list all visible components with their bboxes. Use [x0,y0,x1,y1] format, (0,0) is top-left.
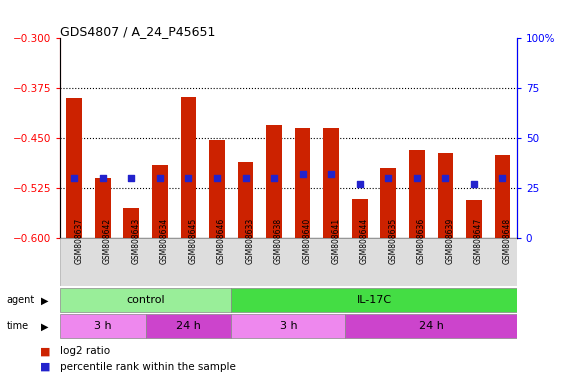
Text: ■: ■ [40,362,50,372]
Bar [437,153,453,238]
Bar [266,125,282,238]
Bar [409,150,425,238]
Text: 3 h: 3 h [94,321,111,331]
Point [298,171,307,177]
Point [241,175,250,181]
Point [98,175,107,181]
Bar [494,155,510,238]
Point [127,175,136,181]
Bar [66,98,82,238]
Point [441,175,450,181]
Bar [466,200,482,238]
Text: 3 h: 3 h [280,321,297,331]
Text: GSM808639: GSM808639 [445,217,455,263]
Bar [345,314,517,338]
Text: GSM808644: GSM808644 [360,217,369,263]
Point [70,175,79,181]
Point [498,175,507,181]
Text: ▶: ▶ [41,321,49,331]
Text: log2 ratio: log2 ratio [60,346,110,356]
Text: GSM808634: GSM808634 [160,217,169,263]
Text: time: time [7,321,29,331]
Point [184,175,193,181]
Bar [60,288,231,313]
Text: GSM808643: GSM808643 [131,217,140,263]
Bar [352,199,368,238]
Bar [295,128,311,238]
Text: GSM808645: GSM808645 [188,217,198,263]
Text: ■: ■ [40,346,50,356]
Text: 24 h: 24 h [419,321,444,331]
Text: GDS4807 / A_24_P45651: GDS4807 / A_24_P45651 [60,25,215,38]
Bar [146,314,231,338]
Text: GSM808648: GSM808648 [502,217,512,263]
Text: GSM808633: GSM808633 [246,217,255,263]
Bar [95,178,111,238]
Bar [231,314,345,338]
Text: GSM808638: GSM808638 [274,217,283,263]
Bar [123,208,139,238]
Bar [238,162,254,238]
Bar [209,140,225,238]
Bar [180,97,196,238]
Text: percentile rank within the sample: percentile rank within the sample [60,362,236,372]
Text: GSM808646: GSM808646 [217,217,226,263]
Point [155,175,164,181]
Text: GSM808640: GSM808640 [303,217,312,263]
Text: ▶: ▶ [41,295,49,305]
Text: GSM808637: GSM808637 [74,217,83,263]
Text: agent: agent [7,295,35,305]
Text: 24 h: 24 h [176,321,201,331]
Point [412,175,421,181]
Point [327,171,336,177]
Point [469,181,478,187]
Text: GSM808636: GSM808636 [417,217,426,263]
Bar [152,165,168,238]
Point [270,175,279,181]
Bar [380,168,396,238]
Text: GSM808641: GSM808641 [331,217,340,263]
Point [355,181,364,187]
Text: IL-17C: IL-17C [356,295,392,306]
Text: GSM808647: GSM808647 [474,217,483,263]
Text: GSM808635: GSM808635 [388,217,397,263]
Point [212,175,222,181]
Text: control: control [126,295,165,306]
Bar [231,288,517,313]
Point [384,175,393,181]
Text: GSM808642: GSM808642 [103,217,112,263]
Bar [60,314,146,338]
Bar [323,128,339,238]
